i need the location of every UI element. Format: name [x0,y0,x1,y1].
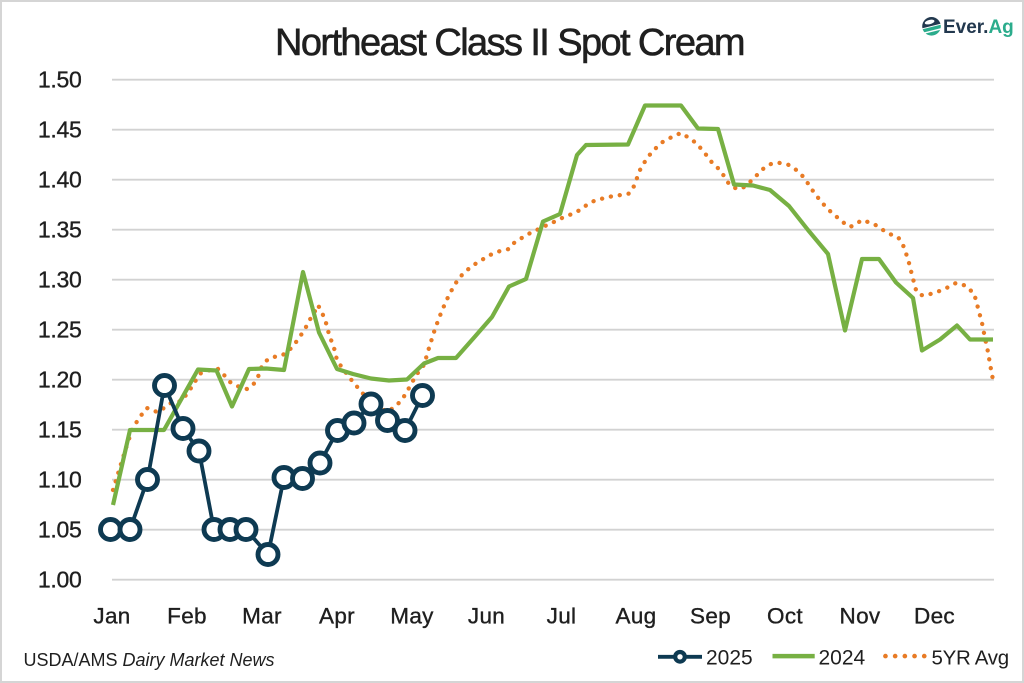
svg-text:Aug: Aug [616,604,657,629]
svg-text:Jun: Jun [468,604,505,629]
svg-text:1.10: 1.10 [38,467,82,493]
svg-text:1.25: 1.25 [38,317,82,343]
svg-text:Nov: Nov [840,604,881,629]
svg-text:1.15: 1.15 [38,417,82,443]
svg-text:Jan: Jan [93,604,130,629]
svg-text:1.35: 1.35 [38,217,82,243]
svg-text:Northeast Class II Spot Cream: Northeast Class II Spot Cream [275,22,744,64]
svg-text:2025: 2025 [706,646,753,669]
svg-text:1.20: 1.20 [38,367,82,393]
svg-text:1.40: 1.40 [38,167,82,193]
svg-text:1.05: 1.05 [38,517,82,543]
svg-text:2024: 2024 [819,646,866,669]
svg-text:Dec: Dec [914,604,955,629]
svg-text:1.50: 1.50 [38,67,82,93]
svg-text:May: May [390,604,434,629]
svg-text:Ever.Ag: Ever.Ag [943,17,1014,38]
svg-text:Sep: Sep [690,604,731,629]
svg-text:Jul: Jul [547,604,577,629]
svg-text:1.00: 1.00 [38,567,82,593]
svg-text:5YR Avg: 5YR Avg [932,646,1009,669]
svg-text:Oct: Oct [767,604,803,629]
svg-text:1.45: 1.45 [38,117,82,143]
svg-text:Apr: Apr [319,604,355,629]
svg-text:1.30: 1.30 [38,267,82,293]
svg-text:Mar: Mar [242,604,282,629]
svg-text:Feb: Feb [167,604,207,629]
svg-text:USDA/AMS Dairy Market News: USDA/AMS Dairy Market News [24,650,275,670]
